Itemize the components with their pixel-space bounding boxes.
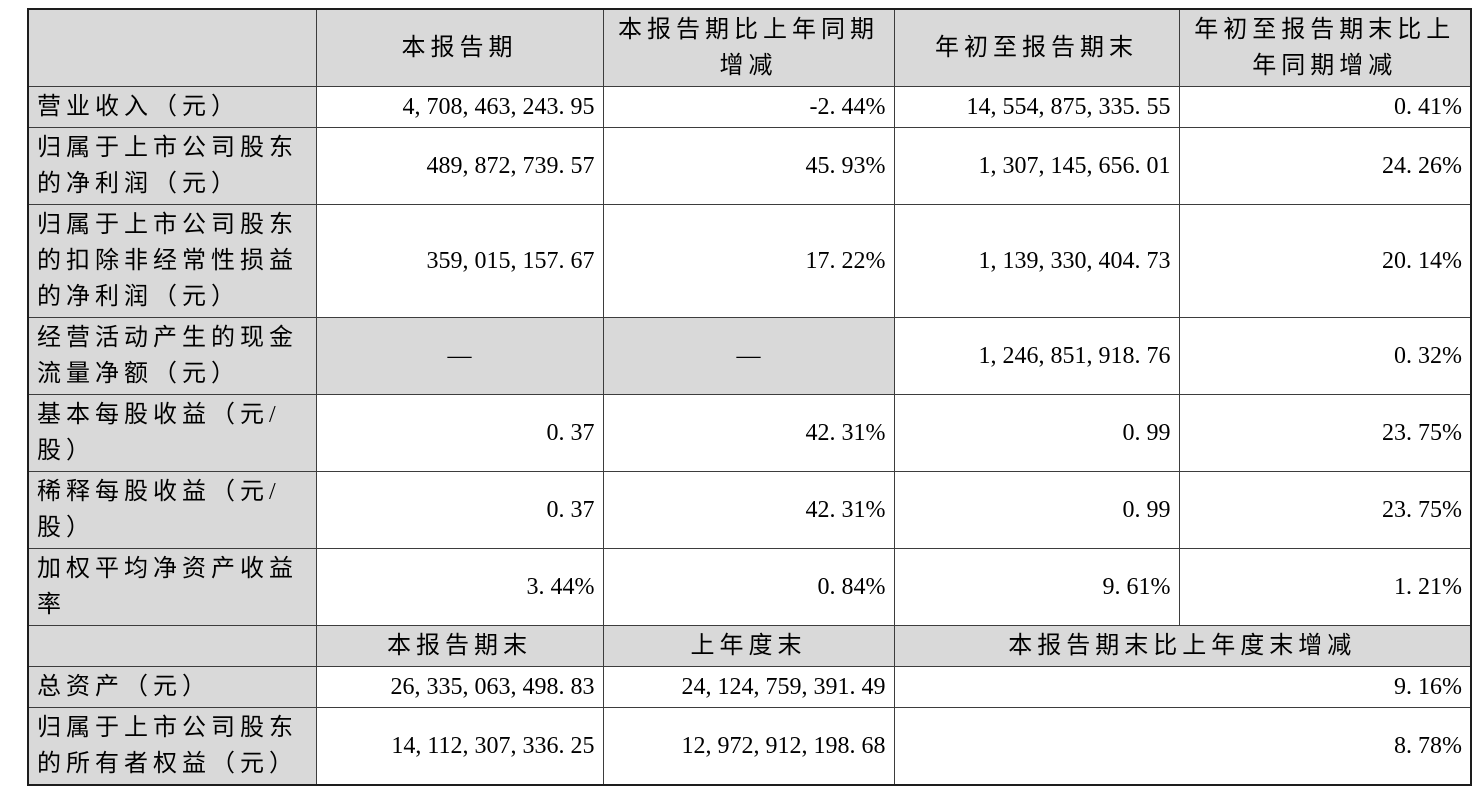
cell-yoy-change: 17. 22% [602,204,895,318]
cell-ytd-yoy-change: 23. 75% [1178,394,1472,472]
table-row-weighted-avg-roe: 加权平均净资产收益率 3. 44% 0. 84% 9. 61% 1. 21% [27,548,1472,626]
cell-current-period-dash: — [315,317,604,395]
cell-ytd-yoy-change: 24. 26% [1178,127,1472,205]
cell-year-to-date: 1, 307, 145, 656. 01 [893,127,1180,205]
table-subheader-row-period-end: 本报告期末 上年度末 本报告期末比上年度末增减 [27,625,1472,667]
cell-prior-year-end: 12, 972, 912, 198. 68 [602,707,895,786]
row-label: 加权平均净资产收益率 [27,548,317,626]
row-label: 归属于上市公司股东的净利润（元） [27,127,317,205]
cell-yoy-change: 42. 31% [602,471,895,549]
header-cell-year-to-date: 年初至报告期末 [893,8,1180,87]
cell-yoy-change: 45. 93% [602,127,895,205]
table-row-basic-eps: 基本每股收益（元/股） 0. 37 42. 31% 0. 99 23. 75% [27,394,1472,472]
table-row-diluted-eps: 稀释每股收益（元/股） 0. 37 42. 31% 0. 99 23. 75% [27,471,1472,549]
table-row-operating-cash-flow: 经营活动产生的现金流量净额（元） — — 1, 246, 851, 918. 7… [27,317,1472,395]
header-cell-ytd-yoy-change: 年初至报告期末比上年同期增减 [1178,8,1472,87]
cell-year-to-date: 0. 99 [893,394,1180,472]
cell-year-to-date: 14, 554, 875, 335. 55 [893,86,1180,128]
header-cell-empty [27,8,317,87]
cell-yoy-change: 42. 31% [602,394,895,472]
cell-year-to-date: 1, 139, 330, 404. 73 [893,204,1180,318]
row-label: 归属于上市公司股东的所有者权益（元） [27,707,317,786]
subheader-cell-empty [27,625,317,667]
cell-ytd-yoy-change: 0. 32% [1178,317,1472,395]
cell-period-end: 26, 335, 063, 498. 83 [315,666,604,708]
row-label: 经营活动产生的现金流量净额（元） [27,317,317,395]
header-cell-yoy-change: 本报告期比上年同期增减 [602,8,895,87]
cell-current-period: 4, 708, 463, 243. 95 [315,86,604,128]
row-label: 总资产（元） [27,666,317,708]
cell-change: 8. 78% [893,707,1472,786]
financial-summary-table: 本报告期 本报告期比上年同期增减 年初至报告期末 年初至报告期末比上年同期增减 … [27,8,1472,786]
cell-current-period: 359, 015, 157. 67 [315,204,604,318]
cell-year-to-date: 9. 61% [893,548,1180,626]
table-row-net-profit-excl-nonrecurring: 归属于上市公司股东的扣除非经常性损益的净利润（元） 359, 015, 157.… [27,204,1472,318]
cell-yoy-change: 0. 84% [602,548,895,626]
cell-current-period: 0. 37 [315,394,604,472]
cell-current-period: 0. 37 [315,471,604,549]
cell-period-end: 14, 112, 307, 336. 25 [315,707,604,786]
row-label: 稀释每股收益（元/股） [27,471,317,549]
cell-year-to-date: 0. 99 [893,471,1180,549]
cell-prior-year-end: 24, 124, 759, 391. 49 [602,666,895,708]
row-label: 基本每股收益（元/股） [27,394,317,472]
table-row-revenue: 营业收入（元） 4, 708, 463, 243. 95 -2. 44% 14,… [27,86,1472,128]
table-row-net-profit: 归属于上市公司股东的净利润（元） 489, 872, 739. 57 45. 9… [27,127,1472,205]
cell-ytd-yoy-change: 1. 21% [1178,548,1472,626]
table-header-row: 本报告期 本报告期比上年同期增减 年初至报告期末 年初至报告期末比上年同期增减 [27,8,1472,87]
cell-yoy-change: -2. 44% [602,86,895,128]
table-row-shareholders-equity: 归属于上市公司股东的所有者权益（元） 14, 112, 307, 336. 25… [27,707,1472,786]
row-label: 归属于上市公司股东的扣除非经常性损益的净利润（元） [27,204,317,318]
cell-ytd-yoy-change: 23. 75% [1178,471,1472,549]
cell-ytd-yoy-change: 0. 41% [1178,86,1472,128]
cell-year-to-date: 1, 246, 851, 918. 76 [893,317,1180,395]
cell-ytd-yoy-change: 20. 14% [1178,204,1472,318]
subheader-cell-period-end: 本报告期末 [315,625,604,667]
cell-yoy-change-dash: — [602,317,895,395]
subheader-cell-change: 本报告期末比上年度末增减 [893,625,1472,667]
cell-current-period: 489, 872, 739. 57 [315,127,604,205]
header-cell-current-period: 本报告期 [315,8,604,87]
cell-current-period: 3. 44% [315,548,604,626]
row-label: 营业收入（元） [27,86,317,128]
table-row-total-assets: 总资产（元） 26, 335, 063, 498. 83 24, 124, 75… [27,666,1472,708]
subheader-cell-prior-year-end: 上年度末 [602,625,895,667]
cell-change: 9. 16% [893,666,1472,708]
